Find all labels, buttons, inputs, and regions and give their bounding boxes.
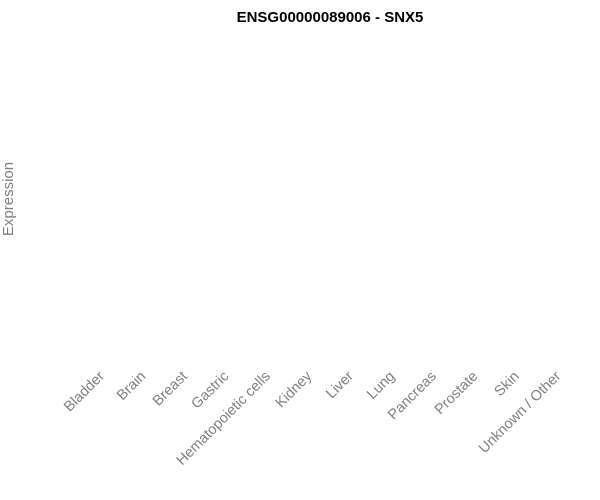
y-axis-label: Expression bbox=[0, 162, 17, 236]
x-tick-label: Bladder bbox=[61, 368, 108, 415]
chart-title: ENSG00000089006 - SNX5 bbox=[237, 9, 424, 26]
x-tick-label: Prostate bbox=[432, 369, 481, 418]
x-tick-label: Kidney bbox=[273, 368, 316, 411]
x-tick-label: Lung bbox=[364, 369, 398, 403]
x-tick-label: Brain bbox=[114, 369, 149, 404]
x-tick-label: Skin bbox=[492, 369, 523, 400]
x-tick-label: Liver bbox=[323, 368, 357, 402]
x-tick-label: Breast bbox=[150, 369, 191, 410]
